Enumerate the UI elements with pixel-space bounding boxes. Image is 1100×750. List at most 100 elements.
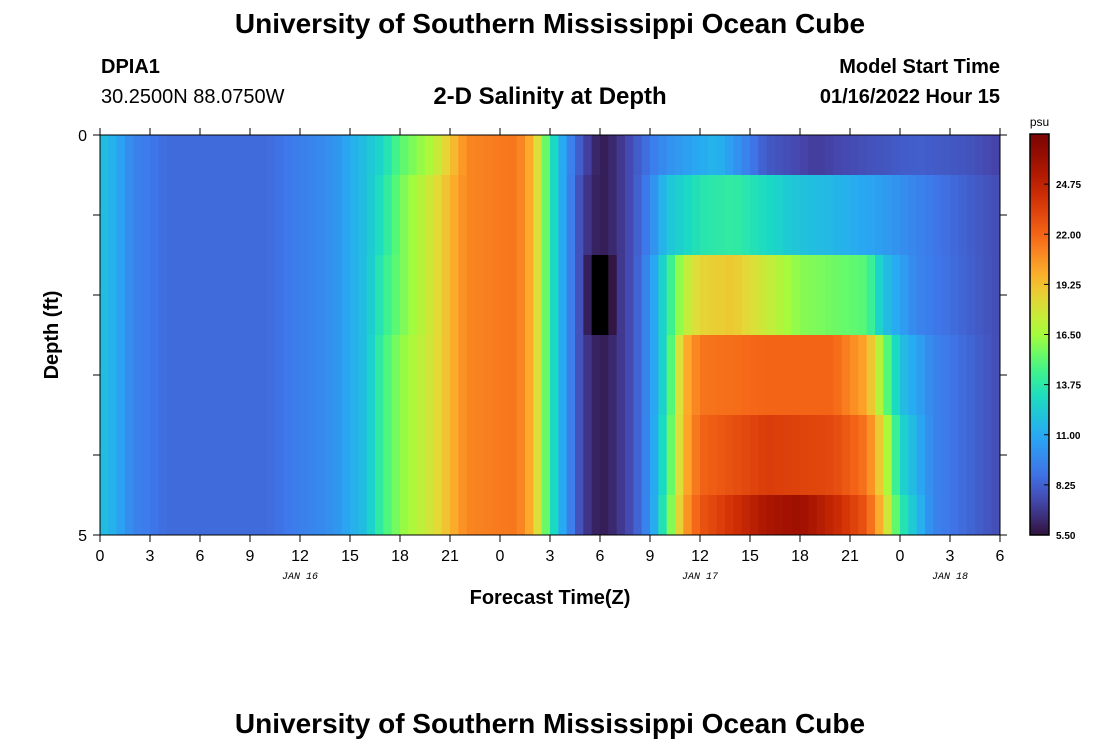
heatmap-cell xyxy=(616,135,626,176)
heatmap-cell xyxy=(766,175,776,256)
heatmap-cell xyxy=(825,135,834,176)
heatmap-cell xyxy=(458,415,468,496)
heatmap-cell xyxy=(466,135,476,176)
heatmap-cell xyxy=(350,175,359,256)
heatmap-cell xyxy=(241,415,251,496)
heatmap-cell xyxy=(950,175,959,256)
x-tick-label: 3 xyxy=(146,548,155,565)
heatmap-cell xyxy=(983,335,993,416)
heatmap-cell xyxy=(858,495,868,536)
x-tick-label: 15 xyxy=(341,548,359,565)
heatmap-cell xyxy=(300,255,309,336)
heatmap-cell xyxy=(150,415,159,496)
heatmap-cell xyxy=(233,175,243,256)
heatmap-cell xyxy=(233,415,243,496)
heatmap-cell xyxy=(966,255,976,336)
x-tick-label: 0 xyxy=(96,548,105,565)
heatmap-cell xyxy=(908,495,918,536)
heatmap-cell xyxy=(925,175,934,256)
heatmap-cell xyxy=(116,335,126,416)
heatmap-cell xyxy=(600,175,609,256)
x-tick-label: 9 xyxy=(246,548,255,565)
heatmap-cell xyxy=(416,255,426,336)
heatmap-cell xyxy=(608,175,618,256)
heatmap-cell xyxy=(408,415,418,496)
heatmap-cell xyxy=(800,255,809,336)
heatmap-cell xyxy=(500,255,509,336)
heatmap-cell xyxy=(700,135,709,176)
heatmap-cell xyxy=(875,415,884,496)
heatmap-cell xyxy=(783,335,793,416)
heatmap-cell xyxy=(533,495,543,536)
heatmap-cell xyxy=(541,135,551,176)
heatmap-cell xyxy=(283,335,293,416)
heatmap-cells xyxy=(100,135,1001,536)
x-tick-label: 3 xyxy=(546,548,555,565)
heatmap-cell xyxy=(850,495,859,536)
heatmap-cell xyxy=(383,175,393,256)
heatmap-cell xyxy=(733,415,743,496)
heatmap-cell xyxy=(608,495,618,536)
heatmap-cell xyxy=(991,495,1001,536)
heatmap-cell xyxy=(650,495,659,536)
heatmap-cell xyxy=(758,415,768,496)
heatmap-cell xyxy=(875,255,884,336)
heatmap-cell xyxy=(350,255,359,336)
heatmap-cell xyxy=(958,255,968,336)
model-start-label: Model Start Time xyxy=(839,56,1000,78)
heatmap-cell xyxy=(866,495,876,536)
heatmap-cell xyxy=(291,415,301,496)
heatmap-cell xyxy=(725,255,734,336)
heatmap-cell xyxy=(275,415,284,496)
heatmap-cell xyxy=(266,415,276,496)
heatmap-cell xyxy=(725,415,734,496)
heatmap-cell xyxy=(216,415,226,496)
heatmap-cell xyxy=(991,175,1001,256)
heatmap-cell xyxy=(200,135,209,176)
heatmap-cell xyxy=(225,255,234,336)
heatmap-cell xyxy=(591,415,601,496)
heatmap-cell xyxy=(216,255,226,336)
heatmap-cell xyxy=(841,335,851,416)
heatmap-cell xyxy=(975,135,984,176)
heatmap-cell xyxy=(875,335,884,416)
heatmap-cell xyxy=(975,335,984,416)
heatmap-cell xyxy=(633,415,643,496)
heatmap-cell xyxy=(375,255,384,336)
chart-title: 2-D Salinity at Depth xyxy=(433,83,667,110)
heatmap-cell xyxy=(941,175,951,256)
heatmap-cell xyxy=(333,175,343,256)
x-axis: 0 3 6 9 12 15 18 21 0 3 6 9 12 15 18 21 0 3 6 JAN 16 JAN 17 J… xyxy=(96,128,1005,583)
heatmap-cell xyxy=(450,255,459,336)
heatmap-cell xyxy=(916,175,926,256)
heatmap-cell xyxy=(816,415,826,496)
heatmap-cell xyxy=(900,135,909,176)
heatmap-cell xyxy=(791,415,801,496)
heatmap-cell xyxy=(175,495,184,536)
heatmap-cell xyxy=(258,495,268,536)
heatmap-cell xyxy=(808,135,818,176)
heatmap-cell xyxy=(108,135,118,176)
heatmap-cell xyxy=(758,335,768,416)
heatmap-cell xyxy=(616,255,626,336)
heatmap-cell xyxy=(391,255,401,336)
heatmap-cell xyxy=(958,495,968,536)
heatmap-cell xyxy=(225,495,234,536)
heatmap-cell xyxy=(308,175,318,256)
heatmap-cell xyxy=(650,415,659,496)
heatmap-cell xyxy=(883,255,893,336)
heatmap-cell xyxy=(833,255,843,336)
heatmap-cell xyxy=(150,135,159,176)
heatmap-cell xyxy=(700,495,709,536)
heatmap-cell xyxy=(583,175,593,256)
date-label: JAN 18 xyxy=(932,572,968,583)
heatmap-cell xyxy=(625,415,634,496)
heatmap-cell xyxy=(500,135,509,176)
y-tick-label: 5 xyxy=(78,528,87,545)
heatmap-cell xyxy=(325,175,334,256)
heatmap-cell xyxy=(741,415,751,496)
heatmap-cell xyxy=(383,495,393,536)
heatmap-cell xyxy=(741,255,751,336)
heatmap-cell xyxy=(733,495,743,536)
heatmap-cell xyxy=(191,495,201,536)
